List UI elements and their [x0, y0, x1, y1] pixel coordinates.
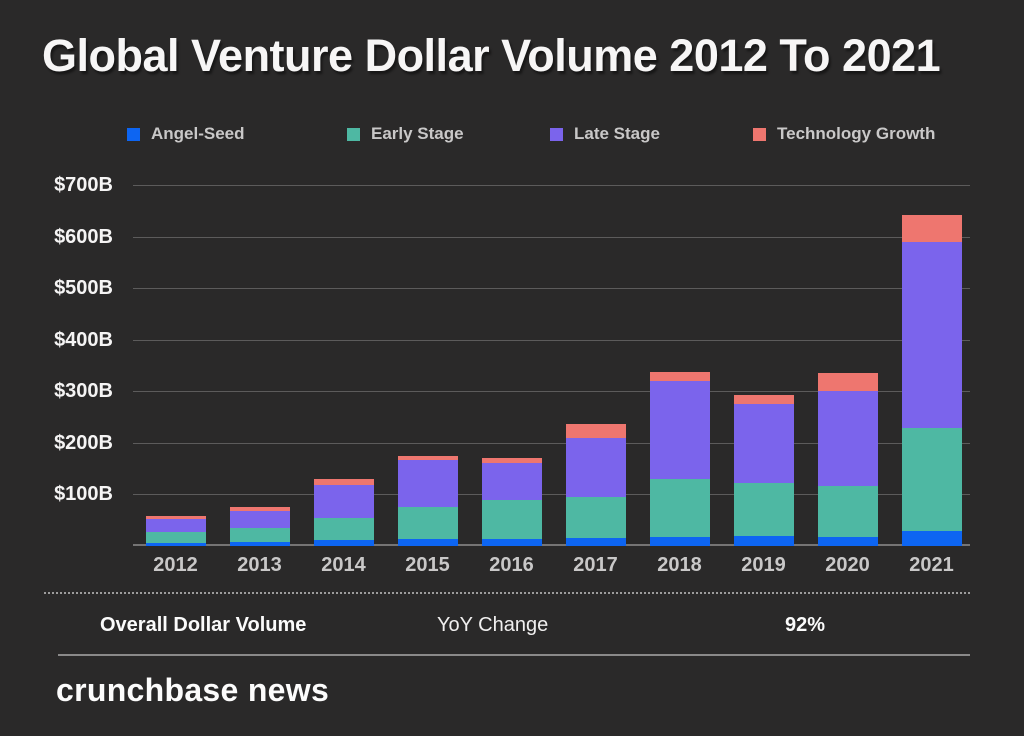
x-axis-label-2018: 2018	[657, 554, 702, 576]
bar-2016-segment-early-stage	[481, 500, 542, 540]
x-axis-label-2012: 2012	[153, 554, 198, 576]
bar-2019-segment-angel-seed	[733, 536, 794, 546]
gridline-700	[133, 185, 970, 186]
bar-2019-segment-technology-growth	[733, 394, 794, 405]
bar-2013	[229, 507, 290, 546]
bar-2017	[565, 423, 626, 546]
bar-2021-segment-late-stage	[901, 242, 962, 429]
bar-2020-segment-technology-growth	[817, 373, 878, 392]
legend-swatch-early-stage	[347, 127, 360, 141]
bar-2018-segment-late-stage	[649, 380, 710, 480]
summary-yoy-label: YoY Change	[437, 614, 549, 636]
gridline-600	[133, 236, 970, 238]
bar-2021	[901, 214, 962, 546]
y-axis-label-600: $600B	[54, 225, 113, 248]
gridline-100	[133, 494, 970, 496]
gridline-300	[133, 391, 970, 393]
bar-2014-segment-early-stage	[313, 517, 374, 541]
bar-2017-segment-angel-seed	[565, 537, 626, 546]
bar-2012-segment-early-stage	[145, 532, 206, 544]
bar-2018	[649, 371, 710, 546]
solid-divider	[58, 654, 970, 656]
x-axis-label-2015: 2015	[405, 554, 450, 576]
x-axis-label-2021: 2021	[909, 554, 954, 576]
bar-2013-segment-late-stage	[229, 511, 290, 528]
legend-label-angel-seed: Angel-Seed	[151, 124, 245, 143]
bar-2016-segment-late-stage	[481, 462, 542, 501]
gridline-400	[133, 339, 970, 341]
bar-2019	[733, 394, 794, 546]
summary-yoy-value: 92%	[785, 614, 826, 636]
y-axis-label-300: $300B	[54, 380, 113, 403]
bar-2016-segment-technology-growth	[481, 457, 542, 463]
bar-2017-segment-technology-growth	[565, 423, 626, 438]
y-axis-label-200: $200B	[54, 431, 113, 454]
bar-2015-segment-angel-seed	[397, 539, 458, 546]
bar-2020-segment-late-stage	[817, 391, 878, 487]
bar-2017-segment-early-stage	[565, 497, 626, 538]
legend-label-late-stage: Late Stage	[574, 124, 660, 143]
bar-2013-segment-early-stage	[229, 527, 290, 543]
bar-2012	[145, 516, 206, 546]
bar-2016	[481, 457, 542, 546]
y-axis-label-100: $100B	[54, 483, 113, 506]
bar-2017-segment-late-stage	[565, 437, 626, 497]
legend-swatch-late-stage	[550, 127, 563, 141]
crunchbase-news-logo: crunchbase news	[56, 672, 330, 708]
bar-2013-segment-angel-seed	[229, 542, 290, 546]
bar-2020-segment-angel-seed	[817, 537, 878, 546]
bar-2015	[397, 455, 458, 546]
gridline-200	[133, 442, 970, 444]
bar-2012-segment-late-stage	[145, 519, 206, 533]
bar-2021-segment-early-stage	[901, 428, 962, 532]
y-axis-label-700: $700B	[54, 174, 113, 196]
legend-label-early-stage: Early Stage	[371, 124, 464, 143]
legend-label-technology-growth: Technology Growth	[777, 124, 936, 143]
legend-swatch-technology-growth	[753, 127, 766, 141]
bar-2015-segment-early-stage	[397, 506, 458, 540]
bar-2014-segment-angel-seed	[313, 540, 374, 546]
bar-2019-segment-late-stage	[733, 404, 794, 484]
bar-2019-segment-early-stage	[733, 483, 794, 537]
plot-area	[133, 185, 970, 546]
bar-2012-segment-technology-growth	[145, 516, 206, 520]
bar-2021-segment-angel-seed	[901, 531, 962, 546]
bar-2014-segment-late-stage	[313, 485, 374, 518]
y-axis-label-400: $400B	[54, 328, 113, 351]
bar-2013-segment-technology-growth	[229, 507, 290, 512]
x-axis-label-2019: 2019	[741, 554, 786, 576]
y-axis-label-500: $500B	[54, 277, 113, 300]
bar-2018-segment-early-stage	[649, 479, 710, 537]
bar-2020-segment-early-stage	[817, 486, 878, 538]
bar-2012-segment-angel-seed	[145, 543, 206, 546]
bar-2014	[313, 479, 374, 546]
gridline-500	[133, 288, 970, 290]
summary-overall-label: Overall Dollar Volume	[100, 614, 307, 636]
bar-2018-segment-technology-growth	[649, 371, 710, 381]
legend-item-early-stage: Early Stage	[347, 124, 464, 144]
x-axis-line	[133, 544, 970, 546]
bar-2018-segment-angel-seed	[649, 536, 710, 546]
legend-item-late-stage: Late Stage	[550, 124, 660, 144]
chart-title: Global Venture Dollar Volume 2012 To 202…	[42, 30, 941, 81]
bar-2015-segment-technology-growth	[397, 455, 458, 461]
legend-item-technology-growth: Technology Growth	[753, 124, 935, 144]
dotted-divider	[44, 592, 970, 594]
bar-2016-segment-angel-seed	[481, 539, 542, 546]
x-axis-label-2013: 2013	[237, 554, 282, 576]
bar-2014-segment-technology-growth	[313, 479, 374, 486]
legend-swatch-angel-seed	[127, 127, 140, 141]
bar-2015-segment-late-stage	[397, 460, 458, 507]
x-axis-label-2014: 2014	[321, 554, 366, 576]
bar-2020	[817, 373, 878, 546]
x-axis-label-2020: 2020	[825, 554, 870, 576]
x-axis-label-2016: 2016	[489, 554, 534, 576]
bar-2021-segment-technology-growth	[901, 214, 962, 243]
x-axis-label-2017: 2017	[573, 554, 618, 576]
legend-item-angel-seed: Angel-Seed	[127, 124, 245, 144]
